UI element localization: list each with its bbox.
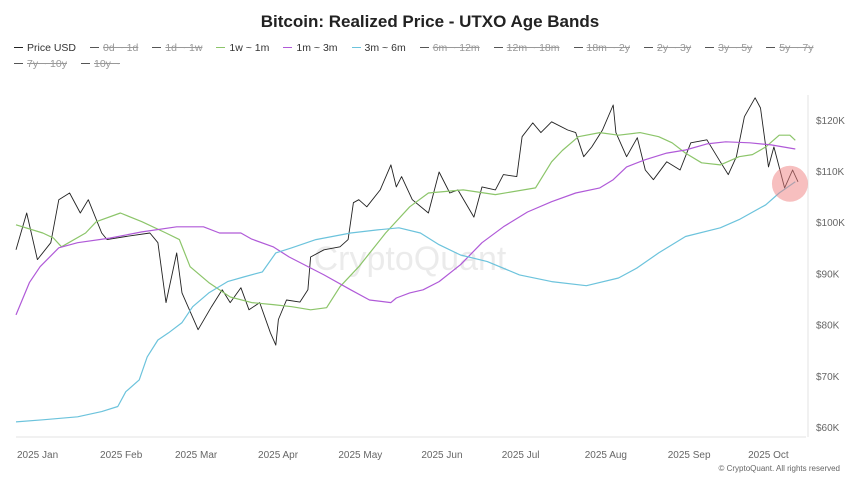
legend-item[interactable]: 6m ~ 12m (419, 40, 480, 55)
y-tick-label: $90K (816, 269, 840, 280)
legend-label: 3m ~ 6m (364, 41, 406, 54)
legend-swatch (705, 46, 715, 49)
series-line-price-usd (15, 97, 799, 346)
legend-item[interactable]: Price USD (14, 40, 76, 55)
chart-title: Bitcoin: Realized Price - UTXO Age Bands (260, 12, 600, 31)
legend-label: 1m ~ 3m (296, 41, 338, 54)
y-tick-label: $110K (816, 167, 845, 178)
legend-label: 6m ~ 12m (432, 41, 480, 54)
x-tick-label: 2025 Aug (585, 450, 627, 461)
series-line-3m-6m (15, 181, 796, 423)
x-tick-label: 2025 Sep (668, 450, 711, 461)
legend-swatch (351, 46, 361, 49)
legend-swatch (216, 46, 226, 49)
legend-label: 3y ~ 5y (718, 41, 753, 54)
legend-item[interactable]: 12m ~ 18m (493, 40, 560, 55)
legend-item[interactable]: 18m ~ 2y (573, 40, 630, 55)
legend-item[interactable]: 1m ~ 3m (283, 40, 338, 55)
legend-label: 12m ~ 18m (506, 41, 560, 54)
legend-item[interactable]: 7y ~ 10y (14, 56, 67, 71)
y-tick-label: $80K (816, 321, 840, 332)
y-tick-label: $60K (816, 423, 840, 434)
x-tick-label: 2025 Jun (421, 450, 462, 461)
legend-label: 0d ~ 1d (103, 41, 139, 54)
legend-label: 18m ~ 2y (586, 41, 630, 54)
legend-swatch (643, 46, 653, 49)
legend-swatch (573, 46, 583, 49)
series-line-1m-3m (15, 141, 796, 316)
x-tick-label: 2025 Feb (100, 450, 143, 461)
legend-item[interactable]: 5y ~ 7y (766, 40, 813, 55)
highlight-circle (771, 165, 808, 202)
legend-swatch (152, 46, 162, 49)
legend-label: 10y ~ (94, 57, 120, 70)
x-tick-label: 2025 Mar (175, 450, 218, 461)
legend-item[interactable]: 3y ~ 5y (705, 40, 752, 55)
x-tick-label: 2025 Apr (258, 450, 299, 461)
legend-item[interactable]: 10y ~ (81, 56, 120, 71)
legend-label: 2y ~ 3y (656, 41, 692, 54)
legend-swatch (766, 46, 776, 49)
legend-label: 5y ~ 7y (779, 41, 814, 54)
x-tick-label: 2025 Jul (502, 450, 540, 461)
y-tick-label: $120K (816, 116, 845, 127)
x-tick-label: 2025 Oct (748, 450, 789, 461)
legend-swatch (14, 62, 23, 65)
legend-swatch (283, 46, 293, 49)
legend-swatch (90, 46, 100, 49)
legend-swatch (81, 62, 90, 65)
legend-label: 1d ~ 1w (165, 41, 203, 54)
legend-label: 7y ~ 10y (27, 57, 67, 70)
x-tick-label: 2025 Jan (17, 450, 58, 461)
legend-item[interactable]: 2y ~ 3y (643, 40, 692, 55)
legend-swatch (493, 46, 503, 49)
legend-item[interactable]: 0d ~ 1d (90, 40, 138, 55)
y-tick-label: $100K (816, 218, 845, 229)
legend-label: 1w ~ 1m (229, 41, 270, 54)
series-line-1w-1m (15, 132, 796, 311)
legend-swatch (14, 46, 23, 49)
legend-label: Price USD (27, 41, 77, 54)
legend: Price USD 0d ~ 1d 1d ~ 1w 1w ~ 1m 1m ~ 3m 3m … (14, 40, 844, 71)
legend-item[interactable]: 3m ~ 6m (351, 40, 406, 55)
legend-item[interactable]: 1d ~ 1w (152, 40, 202, 55)
x-tick-label: 2025 May (338, 450, 382, 461)
copyright-text: © CryptoQuant. All rights reserved (718, 464, 841, 473)
y-tick-label: $70K (816, 372, 840, 383)
legend-swatch (419, 46, 429, 49)
legend-item[interactable]: 1w ~ 1m (216, 40, 269, 55)
